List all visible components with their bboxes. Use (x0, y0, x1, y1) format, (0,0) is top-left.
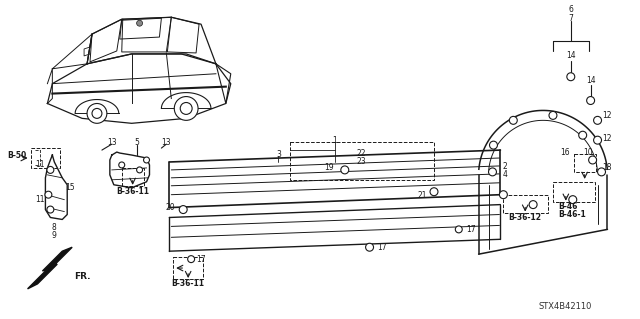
Text: 17: 17 (466, 225, 476, 234)
Circle shape (136, 20, 143, 26)
Text: 17: 17 (378, 243, 387, 252)
Text: B-46: B-46 (558, 202, 577, 211)
Text: 20: 20 (166, 203, 175, 212)
Bar (504, 195, 548, 212)
Text: 11: 11 (35, 160, 44, 169)
Text: B-50: B-50 (7, 151, 27, 160)
Circle shape (579, 131, 587, 139)
Text: B-36-11: B-36-11 (172, 279, 205, 288)
Bar (553, 182, 595, 202)
Circle shape (569, 196, 577, 204)
Circle shape (587, 97, 595, 105)
Text: B-36-12: B-36-12 (509, 213, 541, 222)
Text: 1: 1 (333, 136, 337, 145)
Text: 9: 9 (52, 231, 57, 240)
Text: 16: 16 (560, 148, 570, 157)
Circle shape (589, 156, 596, 164)
Text: 4: 4 (503, 170, 508, 179)
Circle shape (593, 136, 602, 144)
Circle shape (341, 166, 349, 174)
Circle shape (179, 205, 187, 213)
Circle shape (143, 157, 150, 163)
Text: 12: 12 (602, 134, 611, 143)
Text: STX4B42110: STX4B42110 (538, 302, 591, 311)
Text: 6: 6 (568, 5, 573, 14)
Text: 19: 19 (324, 163, 334, 173)
Text: 18: 18 (602, 163, 611, 173)
Circle shape (509, 116, 517, 124)
Text: 8: 8 (52, 223, 57, 232)
Circle shape (529, 201, 537, 209)
Text: FR.: FR. (74, 272, 91, 281)
Text: B-36-11: B-36-11 (116, 187, 149, 196)
Polygon shape (28, 247, 72, 289)
Circle shape (499, 191, 508, 199)
Text: 2: 2 (503, 162, 508, 171)
Text: 22: 22 (357, 149, 366, 158)
Circle shape (136, 167, 143, 173)
Text: 5: 5 (134, 138, 139, 147)
Circle shape (490, 141, 497, 149)
Bar (31, 148, 60, 168)
Circle shape (567, 73, 575, 81)
Text: 15: 15 (65, 183, 75, 192)
Bar (574, 154, 596, 172)
Circle shape (45, 191, 52, 198)
Circle shape (188, 256, 195, 263)
Circle shape (455, 226, 462, 233)
Circle shape (549, 111, 557, 119)
Circle shape (174, 97, 198, 120)
Circle shape (180, 102, 192, 115)
Text: 13: 13 (107, 138, 116, 147)
Circle shape (488, 168, 497, 176)
Text: 7: 7 (568, 14, 573, 23)
Bar (291, 142, 434, 180)
Circle shape (365, 243, 374, 251)
Circle shape (598, 168, 605, 176)
Circle shape (92, 108, 102, 118)
Bar (173, 257, 203, 279)
Text: 11: 11 (35, 195, 44, 204)
Text: 12: 12 (602, 111, 611, 120)
Text: 14: 14 (586, 76, 595, 85)
Circle shape (593, 116, 602, 124)
Text: 3: 3 (276, 150, 281, 159)
Text: 21: 21 (417, 191, 427, 200)
Text: 17: 17 (196, 255, 206, 263)
Text: 10: 10 (583, 148, 593, 157)
Circle shape (87, 103, 107, 123)
Text: 14: 14 (566, 51, 575, 60)
Text: B-46-1: B-46-1 (558, 210, 586, 219)
Circle shape (430, 188, 438, 196)
Circle shape (119, 162, 125, 168)
Circle shape (47, 167, 54, 174)
Bar (122, 168, 143, 186)
Text: 23: 23 (357, 158, 367, 167)
Circle shape (47, 206, 54, 213)
Text: 13: 13 (161, 138, 171, 147)
